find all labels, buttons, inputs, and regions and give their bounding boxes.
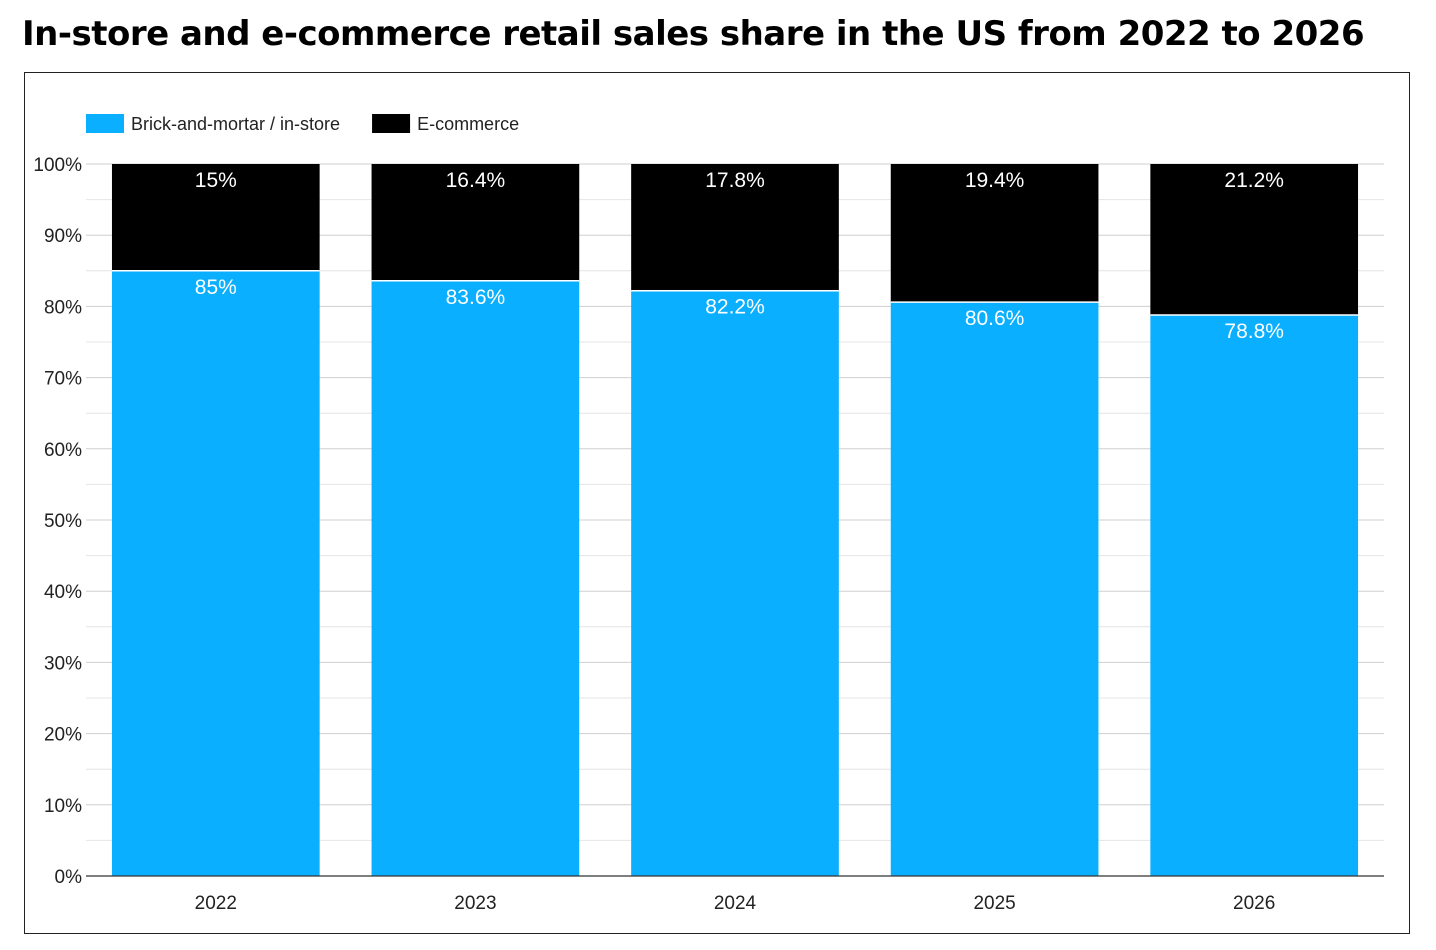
bar-ecommerce [890,164,1099,303]
data-label-ecommerce: 19.4% [965,169,1025,192]
y-tick-label: 80% [44,297,82,318]
y-tick-label: 50% [44,511,82,532]
data-label-in-store: 82.2% [705,296,765,319]
legend-label-ecommerce: E-commerce [417,114,519,134]
y-tick-label: 100% [33,155,82,176]
legend-swatch-in-store [86,114,124,133]
x-tick-label: 2024 [714,893,757,914]
data-label-ecommerce: 15% [195,169,237,192]
legend-swatch-ecommerce [372,114,411,133]
bar-in-store [890,302,1099,876]
x-tick-label: 2022 [195,893,237,914]
bar-ecommerce [631,164,839,291]
y-tick-label: 90% [44,226,82,247]
bar-ecommerce [111,164,320,271]
y-tick-label: 0% [55,867,83,888]
bar-ecommerce [371,164,580,281]
bar-in-store [631,290,839,877]
y-tick-label: 70% [44,369,82,390]
data-label-in-store: 85% [195,276,237,299]
y-tick-label: 40% [44,582,82,603]
y-tick-label: 60% [44,440,82,461]
y-tick-label: 10% [44,796,82,817]
bar-ecommerce [1150,164,1359,315]
x-tick-label: 2023 [454,893,496,914]
data-label-in-store: 83.6% [446,286,506,309]
y-tick-label: 20% [44,725,82,746]
data-label-ecommerce: 16.4% [446,169,506,192]
data-label-ecommerce: 17.8% [705,169,765,192]
chart-frame [24,72,1410,934]
x-tick-label: 2026 [1233,893,1275,914]
y-tick-label: 30% [44,653,82,674]
data-label-in-store: 80.6% [965,307,1025,330]
bar-in-store [1150,314,1359,877]
bar-in-store [371,280,580,876]
chart-title: In-store and e-commerce retail sales sha… [22,14,1365,54]
bar-in-store [111,270,320,876]
data-label-in-store: 78.8% [1224,320,1284,343]
data-label-ecommerce: 21.2% [1224,169,1284,192]
x-tick-label: 2025 [973,893,1015,914]
legend-label-in-store: Brick-and-mortar / in-store [131,114,340,134]
